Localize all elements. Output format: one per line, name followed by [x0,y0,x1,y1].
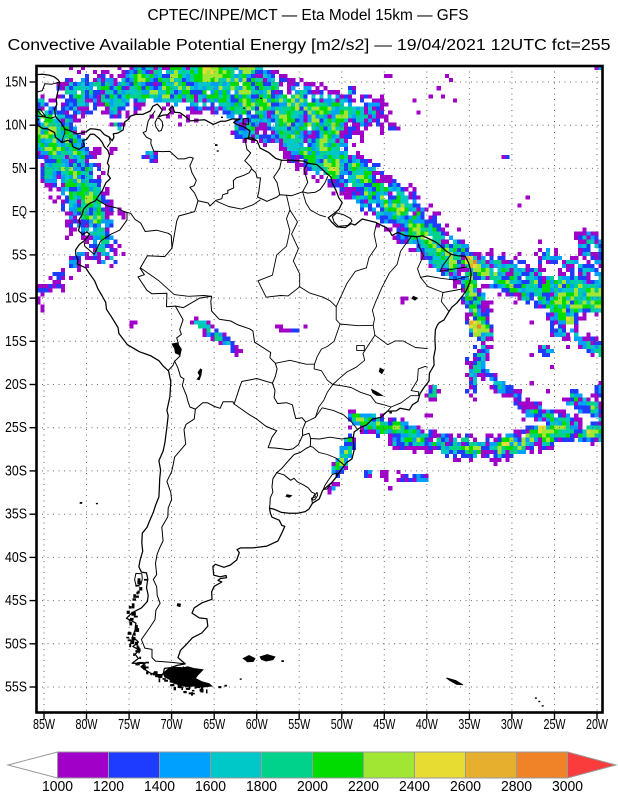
svg-text:30W: 30W [501,716,524,733]
svg-text:2400: 2400 [399,779,430,795]
svg-text:1600: 1600 [195,779,226,795]
svg-text:70W: 70W [161,716,184,733]
svg-text:1800: 1800 [246,779,277,795]
svg-text:80W: 80W [76,716,99,733]
svg-text:25S: 25S [5,419,27,436]
svg-text:30S: 30S [5,462,27,479]
svg-text:EQ: EQ [12,203,27,220]
svg-text:2000: 2000 [297,779,328,795]
svg-text:65W: 65W [203,716,226,733]
svg-text:1200: 1200 [93,779,124,795]
svg-text:55W: 55W [288,716,311,733]
svg-text:15N: 15N [5,74,27,91]
svg-text:50S: 50S [5,635,27,652]
svg-text:25W: 25W [544,716,567,733]
svg-text:CPTEC/INPE/MCT — Eta Model 15: CPTEC/INPE/MCT — Eta Model 15km — GFS [148,7,469,24]
svg-text:20W: 20W [586,716,609,733]
svg-text:10S: 10S [5,290,27,307]
svg-text:40W: 40W [416,716,439,733]
svg-text:45W: 45W [373,716,396,733]
svg-text:2600: 2600 [450,779,481,795]
svg-text:1000: 1000 [42,779,73,795]
svg-text:Convective Available Potential: Convective Available Potential Energy [m… [8,37,611,54]
svg-text:3000: 3000 [552,779,583,795]
svg-text:5S: 5S [12,246,27,263]
svg-text:55S: 55S [5,679,27,696]
svg-text:50W: 50W [331,716,354,733]
svg-text:75W: 75W [118,716,141,733]
svg-text:45S: 45S [5,592,27,609]
svg-text:35S: 35S [5,506,27,523]
svg-text:60W: 60W [246,716,269,733]
svg-text:15S: 15S [5,333,27,350]
svg-text:35W: 35W [458,716,481,733]
svg-text:85W: 85W [33,716,56,733]
svg-text:2800: 2800 [501,779,532,795]
svg-text:40S: 40S [5,549,27,566]
svg-text:10N: 10N [5,117,27,134]
svg-text:2200: 2200 [348,779,379,795]
svg-text:5N: 5N [12,160,27,177]
svg-text:20S: 20S [5,376,27,393]
svg-text:1400: 1400 [144,779,175,795]
